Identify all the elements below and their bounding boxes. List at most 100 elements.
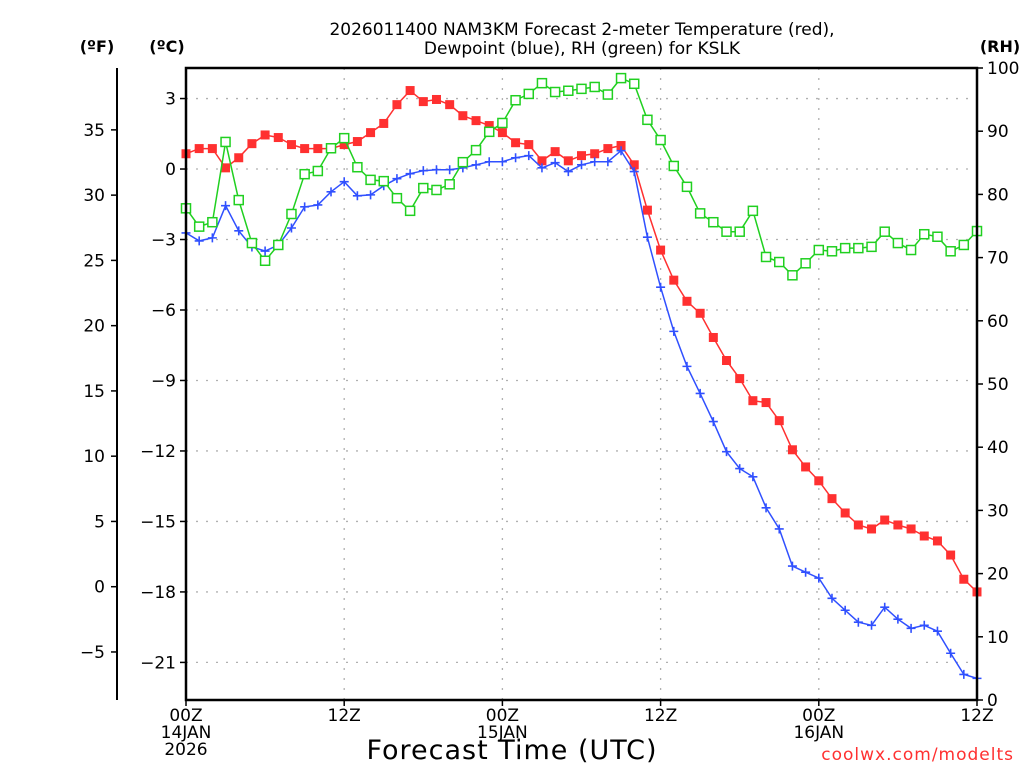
fahrenheit-tick-label: 5 [94, 512, 105, 532]
rh-point [431, 184, 442, 196]
rh-point [602, 89, 614, 100]
temperature-point [787, 445, 797, 455]
dewpoint-point [603, 157, 613, 167]
rh-point [470, 144, 482, 156]
rh-point [286, 208, 297, 220]
temperature-point [352, 137, 362, 147]
rh-tick-label: 60 [987, 312, 1009, 332]
rh-axis-label: (RH) [980, 37, 1020, 56]
rh-point [576, 83, 587, 95]
dewpoint-point [286, 223, 296, 233]
fahrenheit-tick-label: 0 [94, 578, 105, 598]
temperature-point [471, 116, 481, 126]
x-tick-label: 14JAN [161, 723, 212, 743]
temperature-point [563, 156, 573, 166]
rh-point [839, 242, 851, 254]
dewpoint-point [656, 282, 666, 292]
rh-point [563, 85, 574, 97]
rh-point [273, 239, 284, 251]
dewpoint-point [669, 326, 679, 336]
temperature-point [524, 140, 534, 150]
rh-tick-label: 40 [987, 438, 1009, 458]
rh-point [220, 136, 231, 148]
temperature-point [853, 520, 863, 530]
dewpoint-point [484, 157, 494, 167]
rh-tick-label: 70 [987, 249, 1009, 269]
temperature-point [431, 94, 441, 104]
dewpoint-point [313, 200, 323, 210]
dewpoint-point [511, 153, 521, 163]
temperature-point [273, 133, 283, 143]
temperature-point [867, 524, 877, 534]
dewpoint-point [774, 524, 784, 534]
temperature-point [339, 140, 349, 150]
rh-point [892, 237, 904, 249]
temperature-point [642, 205, 652, 215]
dewpoint-point [629, 167, 639, 177]
dewpoint-point [537, 163, 547, 173]
x-tick-label: 16JAN [793, 723, 844, 743]
rh-point [708, 216, 719, 228]
temperature-point [932, 536, 942, 546]
rh-point [193, 221, 205, 232]
temperature-point [695, 308, 705, 318]
temperature-point [590, 149, 600, 159]
dewpoint-point [814, 573, 824, 583]
rh-point [813, 244, 825, 256]
temperature-point [405, 86, 415, 96]
dewpoint-point [827, 593, 837, 603]
x-axis-label: Forecast Time (UTC) [366, 735, 657, 766]
dewpoint-point [735, 464, 745, 474]
temperature-point [260, 130, 270, 140]
dewpoint-line [185, 149, 978, 680]
rh-tick-label: 0 [987, 691, 998, 711]
temperature-point [748, 396, 758, 406]
rh-point [418, 182, 429, 194]
temperature-point [497, 128, 507, 138]
rh-point [800, 258, 811, 269]
temperature-point [893, 520, 903, 530]
temperature-point [194, 144, 204, 154]
temperature-point [234, 153, 244, 163]
dewpoint-point [405, 169, 415, 179]
rh-tick-label: 20 [987, 565, 1009, 585]
dewpoint-point [959, 669, 969, 679]
temperature-point [735, 374, 745, 384]
rh-tick-label: 90 [987, 122, 1009, 142]
temperature-point [774, 416, 784, 426]
fahrenheit-tick-label: 30 [83, 186, 105, 206]
rh-point [246, 237, 258, 249]
dewpoint-point [919, 620, 929, 630]
dewpoint-point [722, 447, 732, 457]
rh-point [259, 255, 271, 267]
rh-point [628, 78, 640, 90]
dewpoint-point [471, 160, 481, 170]
rh-point [404, 205, 416, 217]
x-tick-label: 00Z [169, 706, 202, 726]
rh-point [655, 134, 666, 146]
x-tick-label: 12Z [960, 706, 993, 726]
temperature-point [458, 111, 468, 121]
x-tick-label: 00Z [802, 706, 835, 726]
rh-point [681, 181, 693, 193]
credit-text: coolwx.com/modelts [821, 745, 1014, 765]
dewpoint-point [682, 361, 692, 371]
temperature-point [801, 462, 811, 472]
temperature-point [827, 494, 837, 504]
fahrenheit-tick-label: 20 [83, 317, 105, 337]
celsius-tick-label: −3 [151, 231, 176, 251]
dewpoint-point [787, 561, 797, 571]
x-tick-label: 15JAN [477, 723, 528, 743]
dewpoint-point [418, 166, 428, 176]
x-tick-label: 12Z [644, 706, 677, 726]
rh-tick-label: 80 [987, 185, 1009, 205]
rh-tick-label: 100 [987, 59, 1019, 79]
dewpoint-point [801, 567, 811, 577]
temperature-point [300, 144, 310, 154]
temperature-point [959, 574, 969, 584]
temperature-point [221, 163, 231, 173]
celsius-tick-label: −12 [140, 442, 176, 462]
dewpoint-point [840, 605, 850, 615]
